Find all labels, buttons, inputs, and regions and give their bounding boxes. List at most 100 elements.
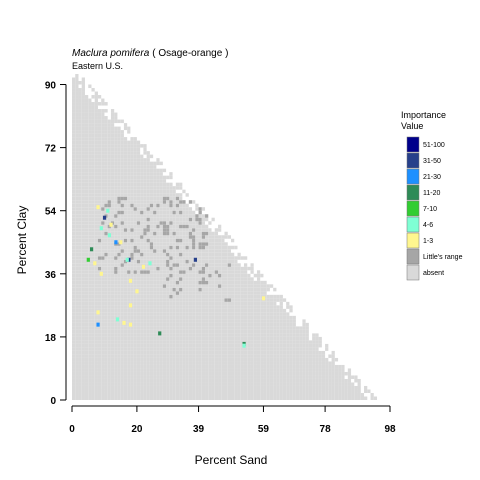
heatmap-cell (75, 270, 79, 274)
heatmap-cell (256, 392, 261, 397)
heatmap-cell (149, 350, 154, 355)
heatmap-cell (75, 368, 79, 372)
heatmap-cell (179, 378, 183, 383)
heatmap-cell (127, 340, 131, 344)
heatmap-cell (136, 231, 141, 236)
heatmap-cell (110, 179, 115, 183)
heatmap-cell (224, 256, 228, 260)
heatmap-cell (205, 354, 209, 358)
heatmap-cell (133, 284, 137, 288)
importance-cell (128, 322, 133, 327)
heatmap-cell (185, 385, 189, 390)
heatmap-cell (172, 214, 176, 218)
heatmap-cell (169, 193, 173, 197)
heatmap-cell (331, 389, 335, 393)
heatmap-cell (282, 354, 287, 358)
heatmap-cell (107, 340, 111, 344)
heatmap-cell (104, 158, 108, 162)
title-species: Maclura pomifera (72, 48, 150, 59)
heatmap-cell (172, 305, 176, 309)
heatmap-cell (305, 343, 309, 348)
heatmap-cell (123, 182, 128, 187)
heatmap-cell (195, 273, 199, 278)
heatmap-cell (72, 350, 76, 355)
heatmap-cell (295, 340, 300, 344)
heatmap-cell (101, 196, 105, 201)
heatmap-cell (221, 245, 225, 250)
heatmap-cell (218, 301, 222, 306)
heatmap-cell (201, 389, 206, 393)
heatmap-cell (289, 371, 293, 376)
heatmap-cell (101, 217, 105, 222)
heatmap-cell (97, 357, 102, 362)
heatmap-cell (149, 319, 154, 323)
heatmap-cell (97, 392, 102, 397)
heatmap-cell (338, 389, 342, 393)
heatmap-cell (292, 322, 296, 327)
heatmap-cell (104, 357, 108, 362)
heatmap-cell (162, 280, 167, 285)
heatmap-cell (260, 315, 264, 320)
heatmap-cell (117, 333, 121, 337)
heatmap-cell (169, 322, 173, 327)
heatmap-cell (127, 277, 131, 281)
heatmap-cell (104, 347, 108, 351)
heatmap-cell (218, 238, 222, 243)
heatmap-cell (214, 396, 219, 400)
heatmap-cell (195, 382, 199, 386)
heatmap-cell (344, 396, 348, 400)
heatmap-cell (237, 256, 241, 260)
heatmap-cell (140, 158, 144, 162)
heatmap-cell (81, 252, 85, 257)
heatmap-cell (240, 343, 244, 348)
heatmap-cell (175, 305, 180, 309)
heatmap-cell (156, 235, 160, 239)
heatmap-cell (195, 375, 199, 379)
heatmap-cell (175, 357, 180, 362)
heatmap-cell (78, 105, 82, 110)
heatmap-cell (78, 123, 82, 127)
heatmap-cell (279, 336, 283, 341)
heatmap-cell (140, 273, 144, 278)
heatmap-cell (266, 375, 270, 379)
heatmap-cell (78, 256, 82, 260)
heatmap-cell (123, 301, 128, 306)
heatmap-cell (166, 361, 170, 365)
heatmap-cell (211, 308, 215, 313)
heatmap-cell (153, 203, 157, 208)
heatmap-cell (231, 319, 235, 323)
heatmap-cell (97, 112, 102, 117)
heatmap-cell (192, 378, 196, 383)
heatmap-cell (227, 354, 231, 358)
heatmap-cell (214, 340, 219, 344)
heatmap-cell (282, 326, 287, 330)
heatmap-cell (162, 298, 167, 302)
heatmap-cell (195, 322, 199, 327)
heatmap-cell (153, 252, 157, 257)
heatmap-cell (198, 340, 202, 344)
heatmap-cell (318, 361, 322, 365)
heatmap-cell (88, 168, 92, 173)
heatmap-cell (146, 340, 150, 344)
heatmap-cell (214, 291, 219, 295)
heatmap-cell (78, 340, 82, 344)
heatmap-cell (78, 130, 82, 134)
heatmap-cell (312, 336, 316, 341)
heatmap-cell (117, 259, 121, 264)
heatmap-cell (214, 287, 219, 292)
heatmap-cell (247, 340, 251, 344)
heatmap-cell (149, 221, 154, 225)
heatmap-cell (133, 361, 137, 365)
heatmap-cell (78, 81, 82, 85)
heatmap-cell (107, 179, 111, 183)
heatmap-cell (234, 308, 238, 313)
heatmap-cell (143, 224, 147, 229)
heatmap-cell (123, 172, 128, 176)
heatmap-cell (107, 158, 111, 162)
heatmap-cell (143, 364, 147, 369)
heatmap-cell (185, 270, 189, 274)
heatmap-cell (72, 126, 76, 131)
heatmap-cell (133, 165, 137, 169)
heatmap-cell (282, 371, 287, 376)
heatmap-cell (91, 371, 95, 376)
